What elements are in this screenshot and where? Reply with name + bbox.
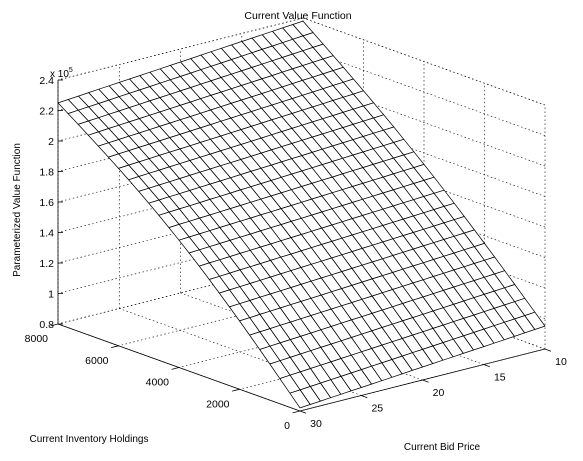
z-axis-label: Parameterized Value Function bbox=[12, 143, 23, 277]
side-wall-gridline bbox=[302, 78, 546, 167]
z-tick-label: 2 bbox=[48, 136, 54, 148]
y-tick-mark bbox=[50, 323, 59, 327]
y-tick-label: 2000 bbox=[206, 398, 230, 410]
surface-mesh bbox=[57, 20, 546, 409]
z-tick-label: 0.8 bbox=[39, 319, 54, 331]
side-wall-gridline bbox=[302, 48, 546, 136]
z-tick-label: 2.4 bbox=[39, 75, 54, 87]
x-tick-mark bbox=[299, 410, 307, 414]
y-tick-label: 0 bbox=[284, 420, 290, 432]
z-tick-label: 1.8 bbox=[39, 167, 54, 179]
y-tick-mark bbox=[292, 410, 301, 414]
surface-cell bbox=[289, 389, 311, 409]
z-multiplier-label: x 105 bbox=[50, 67, 73, 80]
y-tick-label: 4000 bbox=[146, 377, 170, 389]
tick-labels: 10 15 20 25 30 0 2000 4000 6000 8000 0.8 1 1.2 1.4 1.6… bbox=[25, 75, 567, 432]
y-tick-mark bbox=[232, 388, 240, 392]
z-multiplier-exponent: 5 bbox=[69, 67, 73, 74]
y-axis-label: Current Inventory Holdings bbox=[30, 434, 149, 445]
y-tick-label: 8000 bbox=[25, 333, 49, 345]
z-tick-label: 1.4 bbox=[39, 228, 54, 240]
x-tick-label: 25 bbox=[371, 403, 383, 415]
x-axis-label: Current Bid Price bbox=[404, 442, 481, 453]
y-tick-mark bbox=[111, 345, 119, 348]
x-tick-mark bbox=[483, 364, 490, 368]
x-tick-label: 30 bbox=[310, 418, 322, 430]
z-tick-label: 2.2 bbox=[39, 106, 54, 118]
y-tick-mark bbox=[171, 367, 180, 370]
z-tick-label: 1 bbox=[48, 289, 54, 301]
z-tick-label: 1.6 bbox=[39, 197, 54, 209]
z-tick-label: 1.2 bbox=[39, 258, 54, 270]
x-tick-mark bbox=[361, 395, 368, 399]
chart-title: Current Value Function bbox=[244, 10, 351, 22]
x-tick-label: 15 bbox=[494, 372, 506, 384]
x-tick-mark bbox=[544, 348, 552, 352]
x-tick-label: 20 bbox=[433, 387, 445, 399]
box-edge bbox=[302, 17, 546, 106]
y-tick-label: 6000 bbox=[85, 355, 109, 367]
axes-layer bbox=[50, 79, 552, 414]
x-tick-mark bbox=[422, 379, 429, 383]
x-tick-label: 10 bbox=[555, 356, 567, 368]
